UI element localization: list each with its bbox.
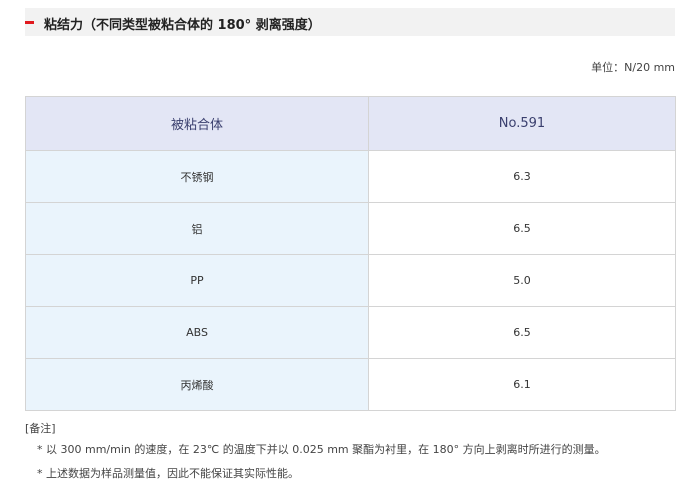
- section-title: 粘结力（不同类型被粘合体的 180° 剥离强度）: [44, 18, 321, 33]
- adherend-cell: 铝: [25, 202, 369, 255]
- header-product: No.591: [368, 96, 676, 151]
- table-row: 不锈钢 6.3: [25, 150, 676, 203]
- table-row: PP 5.0: [25, 254, 676, 307]
- table-row: ABS 6.5: [25, 306, 676, 359]
- table-header-row: 被粘合体 No.591: [25, 96, 676, 151]
- note-item: * 上述数据为样品测量值，因此不能保证其实际性能。: [37, 467, 299, 480]
- red-dash-icon: [25, 21, 34, 24]
- adherend-cell: 不锈钢: [25, 150, 369, 203]
- header-adherend: 被粘合体: [25, 96, 369, 151]
- value-cell: 5.0: [368, 254, 676, 307]
- adherend-cell: PP: [25, 254, 369, 307]
- value-cell: 6.1: [368, 358, 676, 411]
- adherend-cell: 丙烯酸: [25, 358, 369, 411]
- value-cell: 6.3: [368, 150, 676, 203]
- value-cell: 6.5: [368, 202, 676, 255]
- unit-label: 单位：N/20 mm: [591, 61, 675, 74]
- notes-label: [备注]: [25, 422, 56, 435]
- table-row: 丙烯酸 6.1: [25, 358, 676, 411]
- note-item: * 以 300 mm/min 的速度，在 23℃ 的温度下并以 0.025 mm…: [37, 443, 606, 456]
- value-cell: 6.5: [368, 306, 676, 359]
- table-row: 铝 6.5: [25, 202, 676, 255]
- section-header: 粘结力（不同类型被粘合体的 180° 剥离强度）: [25, 8, 675, 36]
- adherend-cell: ABS: [25, 306, 369, 359]
- adhesion-table: 被粘合体 No.591 不锈钢 6.3 铝 6.5 PP 5.0 ABS 6.5 丙烯酸…: [25, 96, 676, 411]
